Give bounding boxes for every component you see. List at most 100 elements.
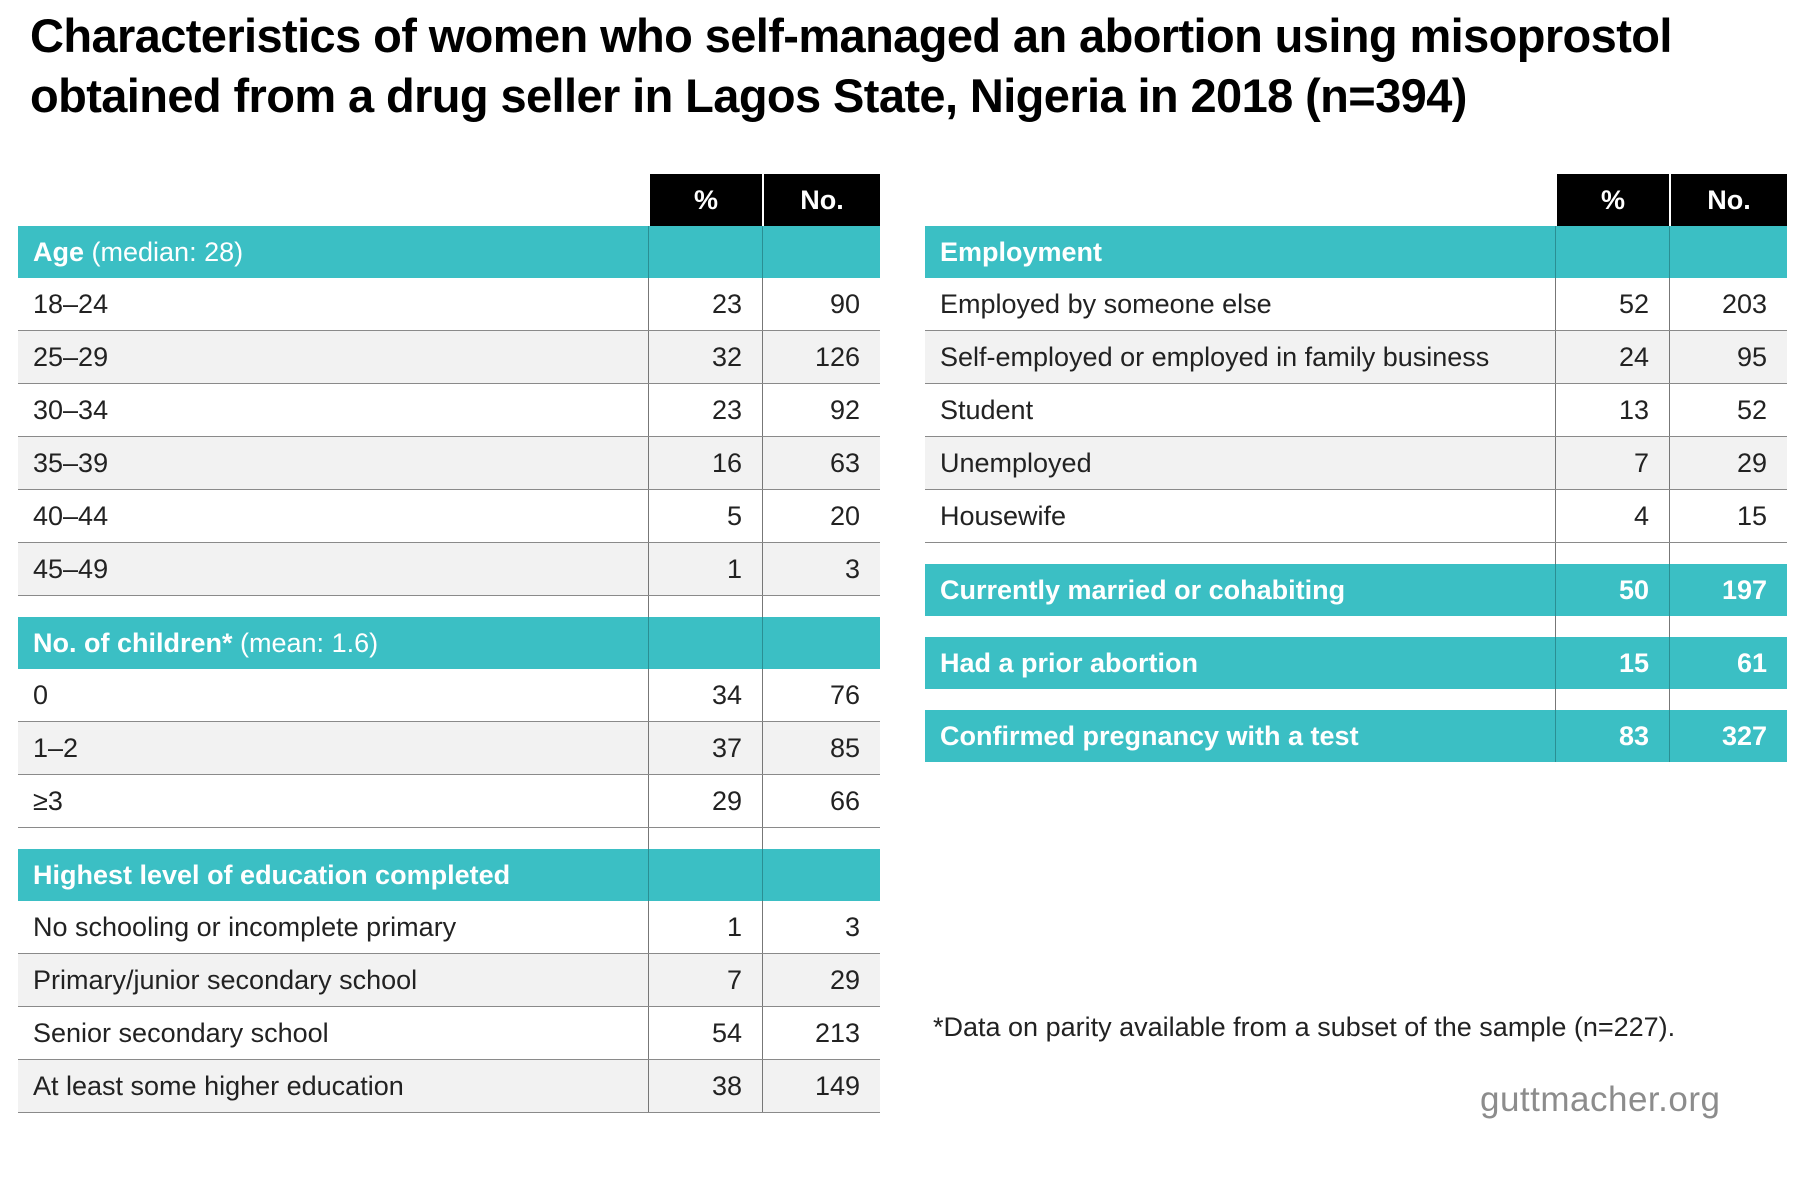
row-label: Employed by someone else	[940, 288, 1272, 319]
row-label: 35–39	[33, 447, 109, 478]
row-pct: 1	[648, 543, 762, 595]
section-gap	[18, 828, 880, 849]
section-header: Currently married or cohabiting 50 197	[925, 564, 1787, 616]
section-pct	[648, 617, 762, 669]
section-header: Had a prior abortion 15 61	[925, 637, 1787, 689]
section-label: Confirmed pregnancy with a test	[925, 710, 1555, 762]
section-header: Employment	[925, 226, 1787, 278]
header-no: No.	[762, 174, 880, 226]
section-pct: 83	[1555, 710, 1669, 762]
table-row: Unemployed 7 29	[925, 437, 1787, 490]
section-gap	[925, 689, 1787, 710]
section-no	[762, 226, 880, 278]
table-row: 45–49 1 3	[18, 543, 880, 596]
column-header-row: % No.	[18, 174, 880, 226]
row-pct: 37	[648, 722, 762, 774]
table-row: 40–44 5 20	[18, 490, 880, 543]
row-label: 30–34	[33, 394, 109, 425]
gap-no	[1669, 616, 1787, 637]
table-row: ≥3 29 66	[18, 775, 880, 828]
row-pct: 7	[1555, 437, 1669, 489]
section-label: Employment	[925, 226, 1555, 278]
row-pct: 38	[648, 1060, 762, 1112]
section-header: Confirmed pregnancy with a test 83 327	[925, 710, 1787, 762]
left-table: % No. Age (median: 28) 18–24 23 90 25–29 32 126 3…	[18, 174, 880, 1113]
row-pct: 4	[1555, 490, 1669, 542]
row-no: 3	[762, 543, 880, 595]
gap-label	[925, 616, 1555, 637]
row-label: 18–24	[33, 288, 109, 319]
section-pct	[648, 226, 762, 278]
table-row: 30–34 23 92	[18, 384, 880, 437]
row-label: Student	[940, 394, 1034, 425]
chart-title: Characteristics of women who self-manage…	[30, 6, 1790, 126]
row-no: 66	[762, 775, 880, 827]
row-no: 52	[1669, 384, 1787, 436]
row-no: 213	[762, 1007, 880, 1059]
gap-pct	[648, 828, 762, 849]
section-pct	[648, 849, 762, 901]
table-row: Self-employed or employed in family busi…	[925, 331, 1787, 384]
row-no: 15	[1669, 490, 1787, 542]
row-pct: 7	[648, 954, 762, 1006]
row-label: Unemployed	[940, 447, 1092, 478]
row-no: 85	[762, 722, 880, 774]
row-no: 95	[1669, 331, 1787, 383]
row-label: Self-employed or employed in family busi…	[940, 341, 1490, 372]
section-no: 61	[1669, 637, 1787, 689]
row-pct: 5	[648, 490, 762, 542]
header-spacer	[18, 174, 648, 226]
section-note: (median: 28)	[91, 236, 244, 267]
row-no: 90	[762, 278, 880, 330]
header-pct: %	[1555, 174, 1669, 226]
title-line-2: obtained from a drug seller in Lagos Sta…	[30, 69, 1467, 122]
table-row: 18–24 23 90	[18, 278, 880, 331]
section-note: (mean: 1.6)	[240, 627, 379, 658]
section-label: Highest level of education completed	[18, 849, 648, 901]
section-header: Age (median: 28)	[18, 226, 880, 278]
row-label: 0	[33, 679, 49, 710]
table-row: At least some higher education 38 149	[18, 1060, 880, 1113]
table-row: Senior secondary school 54 213	[18, 1007, 880, 1060]
row-no: 203	[1669, 278, 1787, 330]
gap-label	[18, 596, 648, 617]
gap-label	[18, 828, 648, 849]
gap-no	[762, 828, 880, 849]
table-row: Employed by someone else 52 203	[925, 278, 1787, 331]
header-spacer	[925, 174, 1555, 226]
row-label: ≥3	[33, 785, 63, 816]
row-no: 20	[762, 490, 880, 542]
footnote: *Data on parity available from a subset …	[933, 1012, 1676, 1042]
row-pct: 23	[648, 278, 762, 330]
section-label: No. of children* (mean: 1.6)	[18, 617, 648, 669]
section-title: Confirmed pregnancy with a test	[940, 720, 1359, 751]
header-no: No.	[1669, 174, 1787, 226]
row-pct: 52	[1555, 278, 1669, 330]
row-pct: 1	[648, 901, 762, 953]
row-no: 76	[762, 669, 880, 721]
table-row: 25–29 32 126	[18, 331, 880, 384]
row-pct: 16	[648, 437, 762, 489]
row-no: 126	[762, 331, 880, 383]
section-label: Currently married or cohabiting	[925, 564, 1555, 616]
row-no: 63	[762, 437, 880, 489]
row-pct: 13	[1555, 384, 1669, 436]
row-pct: 29	[648, 775, 762, 827]
section-pct	[1555, 226, 1669, 278]
section-no: 197	[1669, 564, 1787, 616]
section-no	[762, 849, 880, 901]
section-no: 327	[1669, 710, 1787, 762]
row-no: 29	[1669, 437, 1787, 489]
source-credit: guttmacher.org	[1480, 1080, 1721, 1119]
section-pct: 15	[1555, 637, 1669, 689]
row-pct: 32	[648, 331, 762, 383]
section-label: Had a prior abortion	[925, 637, 1555, 689]
section-label: Age (median: 28)	[18, 226, 648, 278]
gap-label	[925, 689, 1555, 710]
section-title: Employment	[940, 236, 1103, 267]
column-header-row: % No.	[925, 174, 1787, 226]
row-label: 40–44	[33, 500, 109, 531]
row-label: Senior secondary school	[33, 1017, 329, 1048]
row-label: Primary/junior secondary school	[33, 964, 418, 995]
section-title: Highest level of education completed	[33, 859, 511, 890]
